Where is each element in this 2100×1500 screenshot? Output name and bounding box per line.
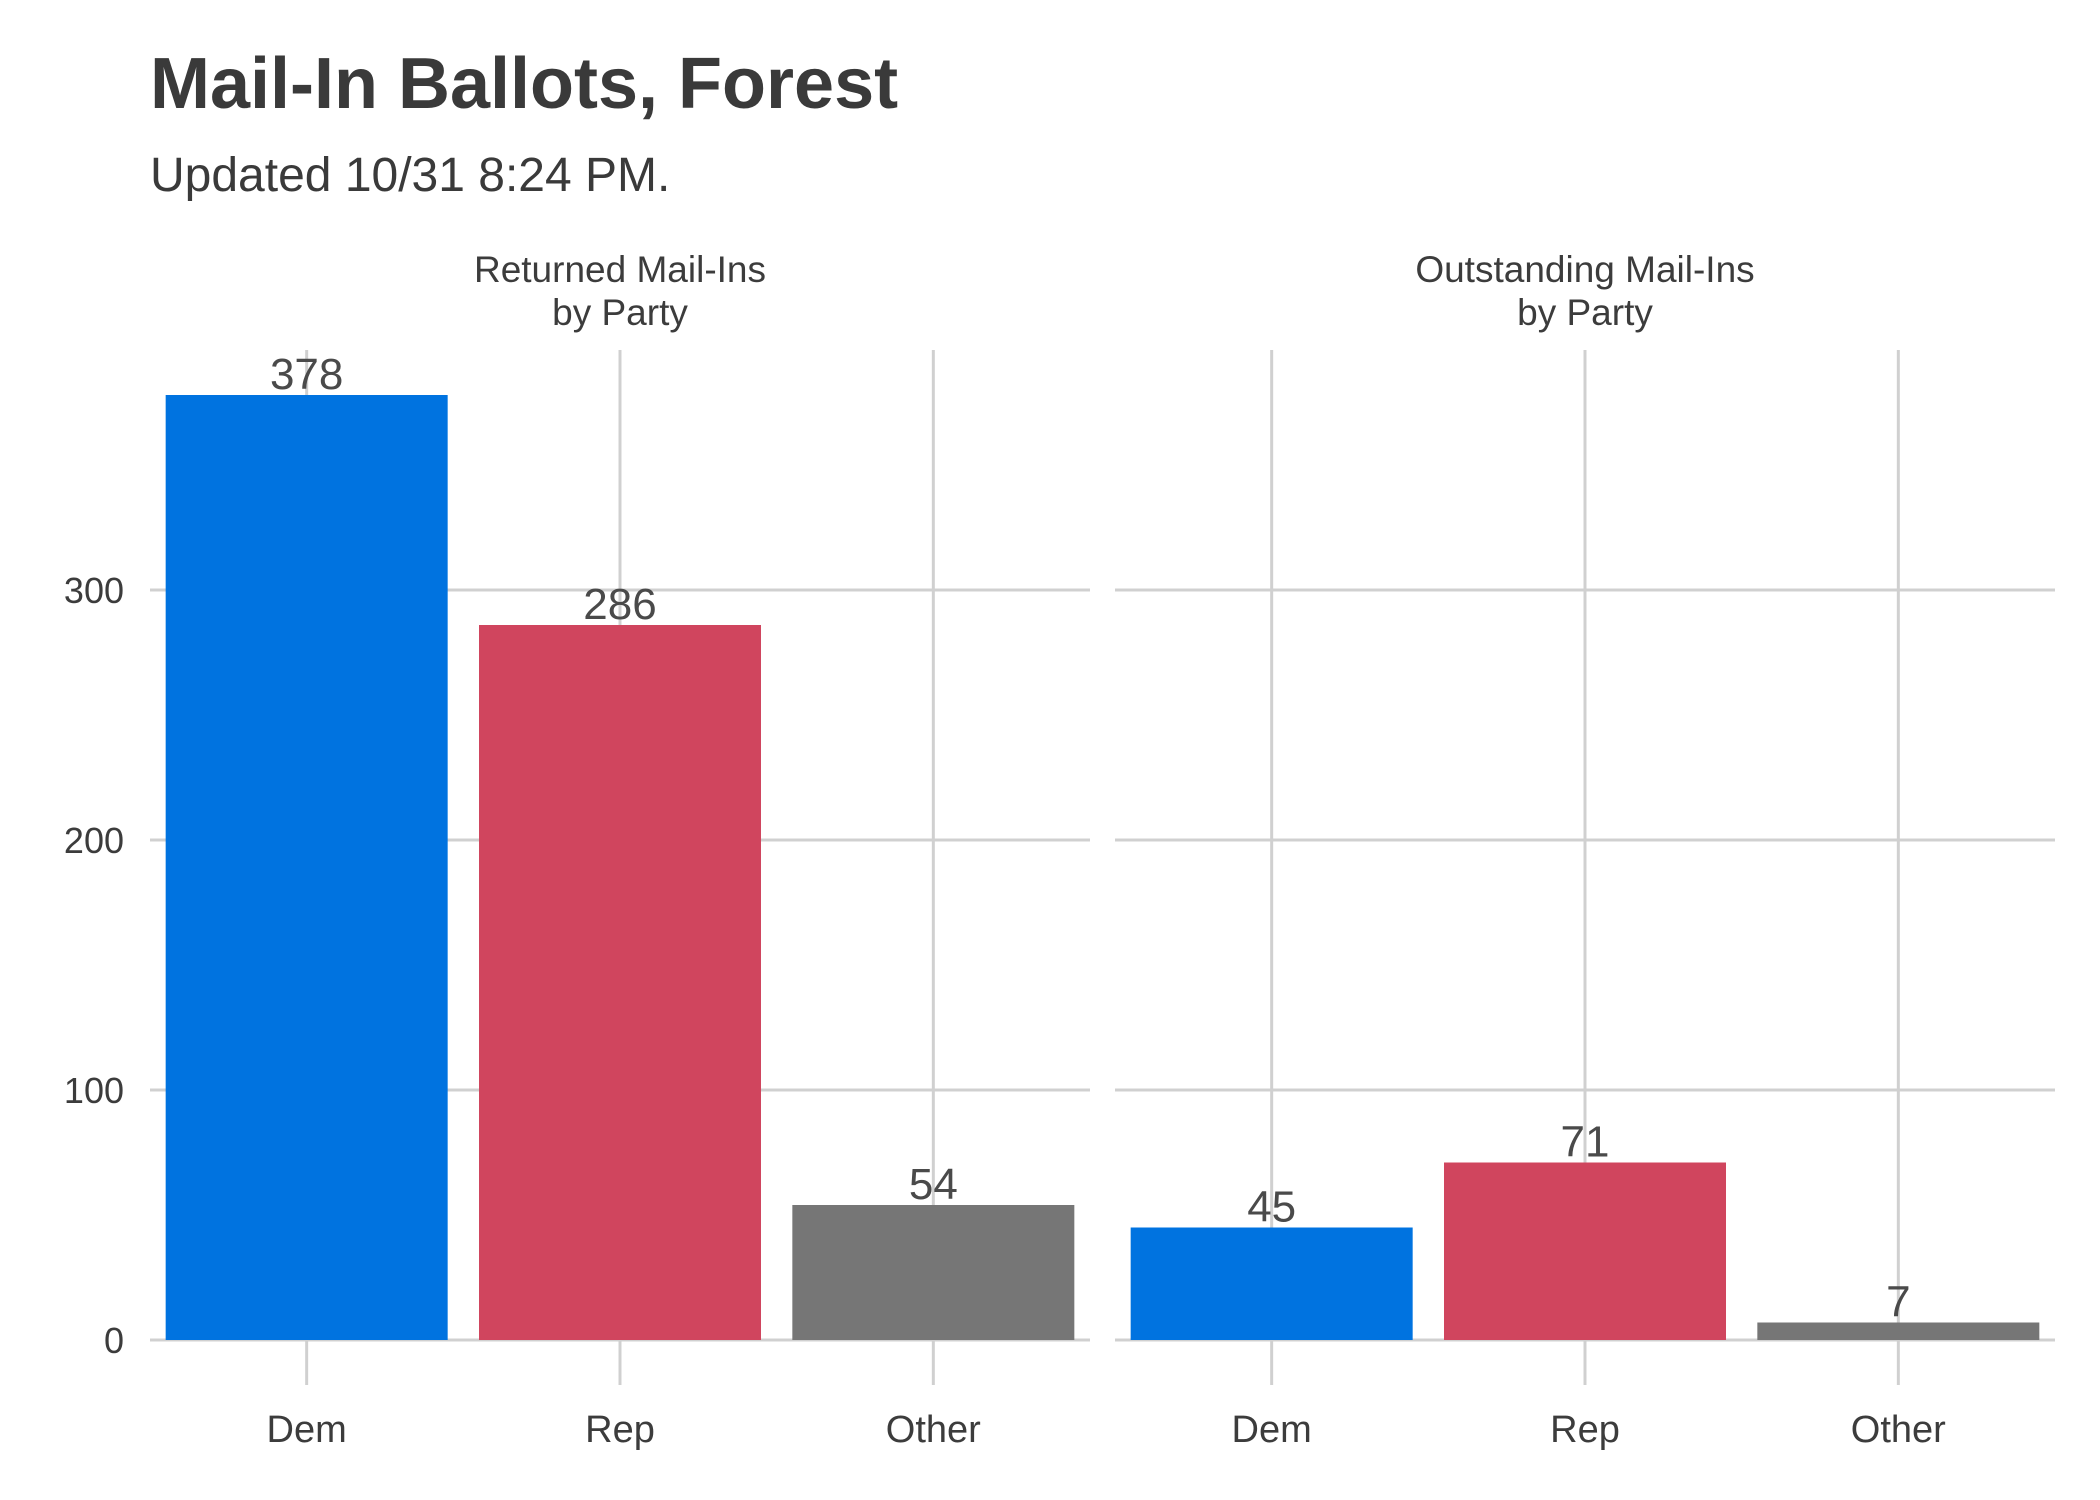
x-tick-label: Dem (267, 1409, 347, 1451)
y-tick-label: 300 (64, 570, 124, 611)
data-label: 378 (270, 350, 343, 399)
bar-other (792, 1205, 1075, 1340)
data-label: 45 (1247, 1183, 1296, 1232)
data-label: 54 (909, 1160, 958, 1209)
bar-dem (1130, 1227, 1413, 1340)
x-tick-label: Rep (1550, 1409, 1620, 1451)
y-tick-label: 100 (64, 1070, 124, 1111)
x-tick-label: Dem (1232, 1409, 1312, 1451)
x-tick-label: Other (886, 1409, 981, 1451)
data-label: 7 (1886, 1278, 1910, 1327)
bar-dem (165, 395, 448, 1340)
panel-subtitle: by Party (552, 292, 688, 333)
bar-rep (479, 625, 761, 1340)
chart-title: Mail-In Ballots, Forest (150, 44, 899, 124)
bar-rep (1444, 1162, 1726, 1340)
x-tick-label: Other (1851, 1409, 1946, 1451)
x-tick-label: Rep (585, 1409, 655, 1451)
data-label: 71 (1561, 1118, 1610, 1167)
panel-title: Outstanding Mail-Ins (1415, 249, 1754, 290)
chart-subtitle: Updated 10/31 8:24 PM. (150, 149, 671, 202)
bar-other (1757, 1322, 2040, 1340)
data-label: 286 (583, 580, 656, 629)
y-tick-label: 0 (104, 1320, 124, 1361)
y-tick-label: 200 (64, 820, 124, 861)
panel-subtitle: by Party (1517, 292, 1653, 333)
panel-title: Returned Mail-Ins (474, 249, 766, 290)
